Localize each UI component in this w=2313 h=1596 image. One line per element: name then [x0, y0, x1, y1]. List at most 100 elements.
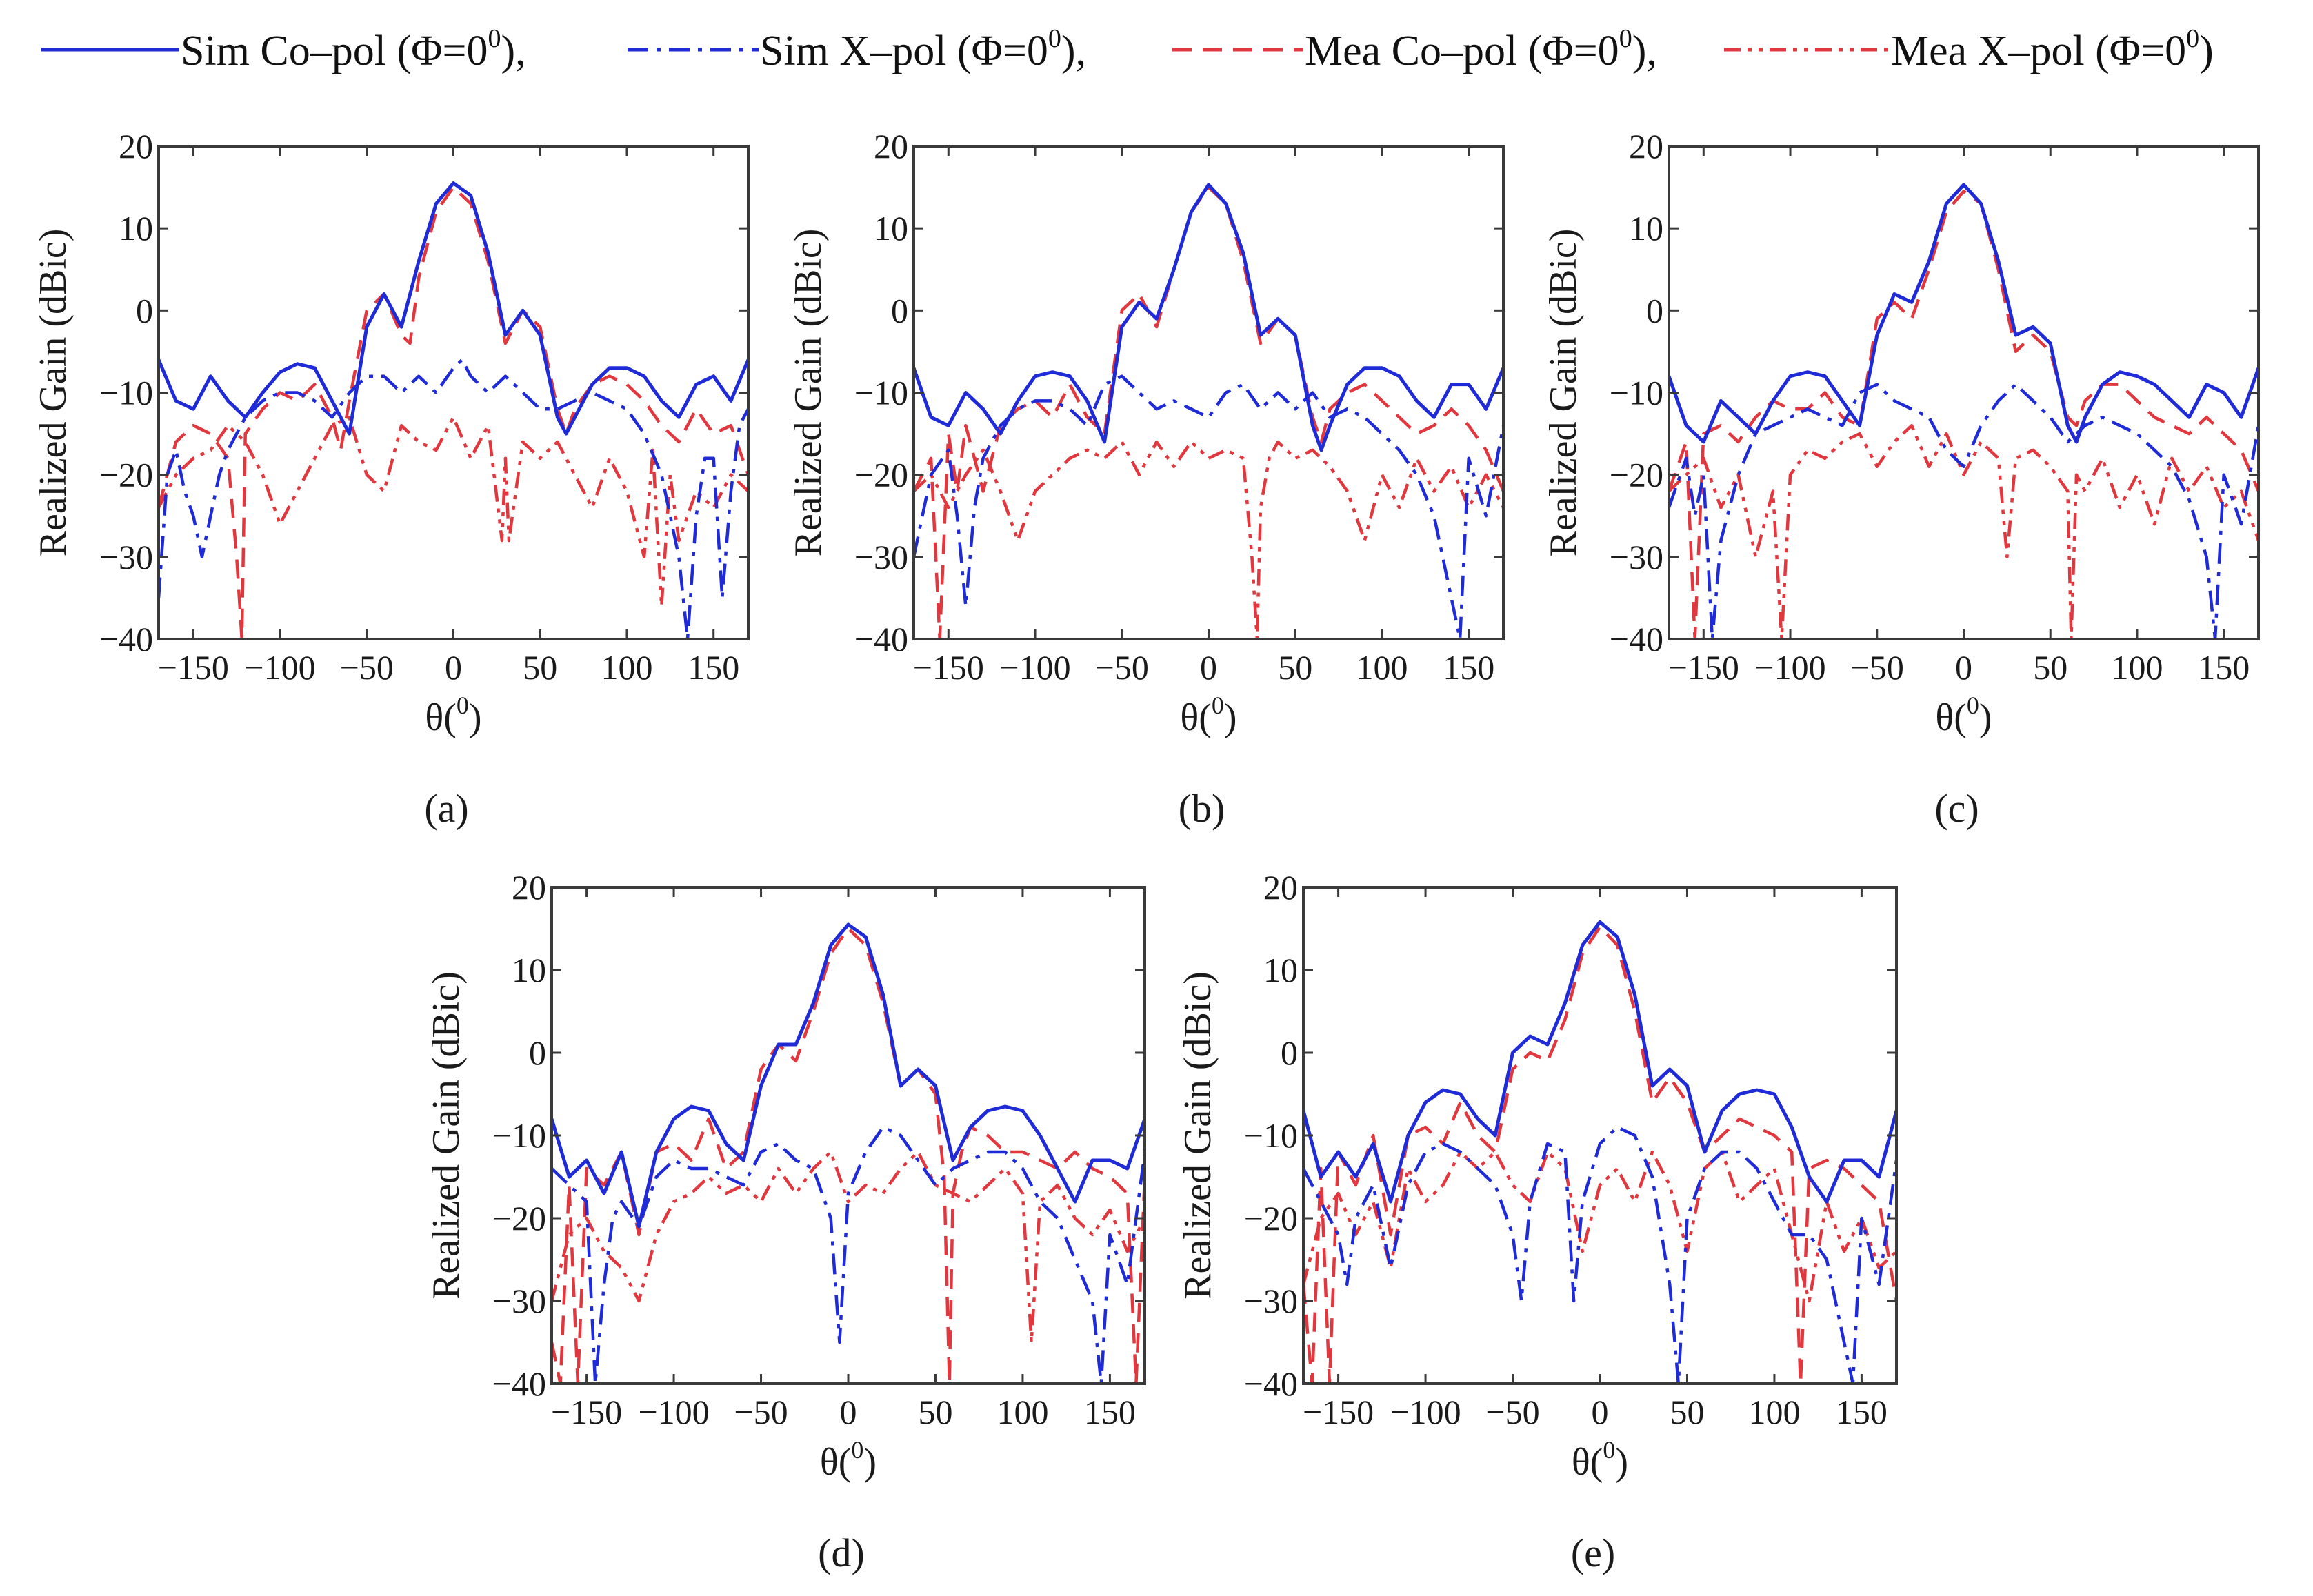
x-axis-label: θ(0) — [1935, 691, 1992, 739]
y-tick-label: −40 — [854, 620, 908, 658]
y-tick-label: 10 — [1629, 209, 1663, 248]
x-tick-label: 0 — [445, 648, 462, 687]
x-tick-label: 50 — [918, 1393, 952, 1431]
y-axis-label: Realized Gain (dBic) — [787, 229, 830, 557]
legend-item: Mea Co–pol (Φ=00), — [1172, 24, 1657, 74]
y-tick-label: −10 — [492, 1116, 546, 1155]
y-axis-label: Realized Gain (dBic) — [425, 971, 468, 1300]
series-line-sim-x-pol — [1303, 1125, 1896, 1384]
plot-frame — [912, 145, 1505, 640]
series-group — [552, 922, 1145, 1384]
series-group — [1669, 183, 2259, 639]
series-line-mea-co-pol — [159, 185, 748, 639]
y-tick-label: 0 — [136, 291, 153, 330]
x-tick-label: −100 — [999, 648, 1070, 687]
subplot-e: −150 −100 −50 0 50 100 15020100−10−20−30−40Rea… — [1176, 868, 1898, 1575]
series-line-mea-co-pol — [552, 927, 1145, 1384]
legend: Sim Co–pol (Φ=00), Sim X–pol (Φ=00), Mea C… — [41, 24, 2214, 74]
series-line-mea-x-pol — [552, 1150, 1145, 1344]
plot-frame — [550, 886, 1146, 1385]
x-tick-label: −50 — [1485, 1393, 1539, 1431]
series-line-mea-x-pol — [1303, 1150, 1896, 1303]
legend-label: Sim Co–pol (Φ=00), — [181, 24, 526, 74]
y-tick-label: −40 — [1610, 620, 1663, 658]
x-tick-label: −50 — [340, 648, 394, 687]
x-tick-label: −50 — [1095, 648, 1149, 687]
series-line-sim-co-pol — [159, 181, 748, 436]
y-tick-label: −30 — [1244, 1282, 1298, 1320]
series-line-sim-co-pol — [1669, 183, 2259, 444]
subplot-caption: (b) — [1179, 786, 1225, 831]
y-tick-label: −20 — [99, 456, 153, 494]
subplot-caption: (d) — [818, 1531, 865, 1575]
y-tick-label: 20 — [1629, 127, 1663, 165]
x-tick-label: −50 — [734, 1393, 788, 1431]
series-line-mea-x-pol — [1669, 423, 2259, 639]
x-tick-label: −150 — [1668, 648, 1739, 687]
x-tick-label: 150 — [2198, 648, 2250, 687]
subplot-c: −150 −100 −50 0 50 100 15020100−10−20−30−40Rea… — [1542, 127, 2260, 831]
y-axis-label: Realized Gain (dBic) — [32, 229, 74, 557]
series-line-sim-co-pol — [552, 922, 1145, 1229]
legend-label: Sim X–pol (Φ=00), — [760, 24, 1086, 74]
x-tick-label: 100 — [601, 648, 652, 687]
x-tick-label: 100 — [1748, 1393, 1800, 1431]
plot-frame — [1302, 886, 1898, 1385]
x-tick-label: 150 — [688, 648, 739, 687]
x-tick-label: 50 — [523, 648, 557, 687]
x-tick-label: −100 — [1754, 648, 1825, 687]
legend-item: Mea X–pol (Φ=00) — [1724, 24, 2214, 74]
x-axis-label: θ(0) — [1180, 691, 1236, 739]
y-tick-label: 20 — [874, 127, 908, 165]
x-tick-label: 0 — [1592, 1393, 1609, 1431]
y-tick-label: −40 — [99, 620, 153, 658]
series-line-sim-co-pol — [914, 183, 1503, 452]
y-tick-label: 0 — [529, 1033, 546, 1072]
x-tick-label: 100 — [1356, 648, 1408, 687]
y-tick-label: 0 — [1281, 1033, 1298, 1072]
series-line-mea-co-pol — [1303, 925, 1896, 1384]
x-tick-label: 0 — [840, 1393, 857, 1431]
y-tick-label: −10 — [99, 374, 153, 412]
y-tick-label: 20 — [119, 127, 153, 165]
y-tick-label: −20 — [492, 1199, 546, 1238]
subplot-caption: (e) — [1571, 1531, 1615, 1575]
y-tick-label: −10 — [854, 374, 908, 412]
series-line-mea-co-pol — [1669, 190, 2259, 639]
x-tick-label: 100 — [997, 1393, 1048, 1431]
y-tick-label: 10 — [1263, 951, 1298, 989]
x-tick-label: 0 — [1955, 648, 1972, 687]
y-axis-label: Realized Gain (dBic) — [1176, 971, 1219, 1300]
y-tick-label: 10 — [874, 209, 908, 248]
series-line-mea-x-pol — [159, 416, 748, 608]
x-axis-label: θ(0) — [1572, 1436, 1628, 1484]
subplot-a: −150 −100 −50 0 50 100 15020100−10−20−30−40Rea… — [32, 127, 750, 831]
y-tick-label: 0 — [1646, 291, 1663, 330]
y-axis-label: Realized Gain (dBic) — [1542, 229, 1585, 557]
x-tick-label: 0 — [1200, 648, 1217, 687]
series-line-mea-co-pol — [914, 185, 1503, 639]
legend-item: Sim X–pol (Φ=00), — [628, 24, 1086, 74]
legend-label: Mea X–pol (Φ=00) — [1891, 24, 2214, 74]
subplot-caption: (c) — [1934, 786, 1979, 831]
y-tick-label: 10 — [512, 951, 546, 989]
x-tick-label: 50 — [1670, 1393, 1704, 1431]
x-tick-label: 150 — [1084, 1393, 1136, 1431]
y-tick-label: 10 — [119, 209, 153, 248]
x-tick-label: 100 — [2111, 648, 2163, 687]
y-tick-label: −10 — [1610, 374, 1663, 412]
series-line-sim-co-pol — [1303, 920, 1896, 1204]
series-line-sim-x-pol — [914, 374, 1503, 639]
subplot-d: −150 −100 −50 0 50 100 15020100−10−20−30−40Rea… — [425, 868, 1146, 1575]
legend-item: Sim Co–pol (Φ=00), — [41, 24, 526, 74]
y-tick-label: −30 — [99, 538, 153, 576]
y-tick-label: 20 — [1263, 868, 1298, 907]
x-tick-label: −50 — [1850, 648, 1904, 687]
x-tick-label: −150 — [913, 648, 984, 687]
series-group — [159, 181, 748, 639]
y-tick-label: 20 — [512, 868, 546, 907]
series-line-sim-x-pol — [552, 1125, 1145, 1384]
x-tick-label: 50 — [1278, 648, 1312, 687]
x-tick-label: −100 — [1390, 1393, 1461, 1431]
